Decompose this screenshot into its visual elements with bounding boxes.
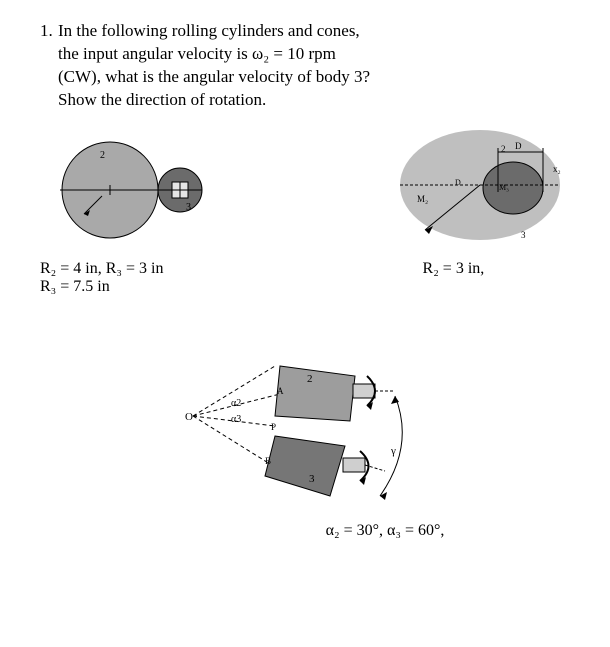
fig-b-label-m2: M₂: [417, 194, 428, 204]
captions-row: R₂ = 4 in, R₃ = 3 in R₃ = 7.5 in R₂ = 3 …: [40, 254, 570, 296]
fig-b-label-x2: x₂: [553, 164, 561, 174]
figure-a-caption: R₂ = 4 in, R₃ = 3 in R₃ = 7.5 in: [40, 260, 316, 296]
figure-b-caption: R₂ = 3 in,: [337, 260, 570, 296]
figure-c: γ 2 3 α2 α3 O A P B α₂ = 30°, α₃ = 60°,: [40, 346, 570, 540]
figures-row: 2 3 D 2 3 M₂ x₂: [40, 130, 570, 250]
fig-b-label-d2: D: [455, 178, 461, 187]
fig-c-label-P: P: [271, 422, 276, 432]
figure-a-svg: 2 3: [40, 130, 225, 250]
fig-c-origin: O: [185, 411, 193, 423]
fig-c-cone3: [265, 436, 345, 496]
problem-line3: (CW), what is the angular velocity of bo…: [58, 66, 570, 89]
figure-a: 2 3: [40, 130, 225, 250]
fig-b-caption-l1: R₂ = 3 in,: [423, 260, 485, 277]
fig-b-label-d: D: [515, 141, 522, 151]
fig-b-inner: [483, 162, 543, 214]
problem-line4: Show the direction of rotation.: [58, 89, 570, 112]
fig-b-label-2: 2: [501, 144, 506, 154]
fig-a-label-3: 3: [186, 202, 191, 213]
fig-a-label-2: 2: [100, 150, 105, 161]
fig-c-gamma-label: γ: [390, 445, 396, 457]
figure-c-caption: α₂ = 30°, α₃ = 60°,: [326, 522, 445, 540]
figure-c-svg: γ 2 3 α2 α3 O A P B: [185, 346, 425, 516]
fig-c-label-2: 2: [307, 373, 313, 385]
figure-b: D 2 3 M₂ x₂ D M₃: [395, 130, 570, 250]
problem-line1: In the following rolling cylinders and c…: [58, 21, 360, 40]
fig-c-label-a3: α3: [231, 414, 241, 425]
fig-c-gamma-head1: [380, 492, 387, 500]
problem-line2: the input angular velocity is ω₂ = 10 rp…: [58, 43, 570, 66]
page: 1.In the following rolling cylinders and…: [0, 0, 610, 647]
fig-c-shaft3: [343, 458, 365, 472]
fig-c-label-a2: α2: [231, 398, 241, 409]
fig-c-label-3: 3: [309, 473, 315, 485]
fig-c-label-B: B: [265, 456, 271, 466]
fig-a-caption-l2: R₃ = 7.5 in: [40, 278, 110, 295]
fig-c-cone2: [275, 366, 355, 421]
fig-b-label-3: 3: [521, 230, 526, 240]
fig-a-caption-l1: R₂ = 4 in, R₃ = 3 in: [40, 260, 163, 277]
figure-b-svg: D 2 3 M₂ x₂ D M₃: [395, 130, 570, 250]
problem-number: 1.: [40, 20, 58, 43]
problem-statement: 1.In the following rolling cylinders and…: [40, 20, 570, 112]
fig-c-shaft2: [353, 384, 375, 398]
fig-b-label-m3: M₃: [499, 183, 509, 192]
fig-c-label-A: A: [277, 386, 284, 396]
